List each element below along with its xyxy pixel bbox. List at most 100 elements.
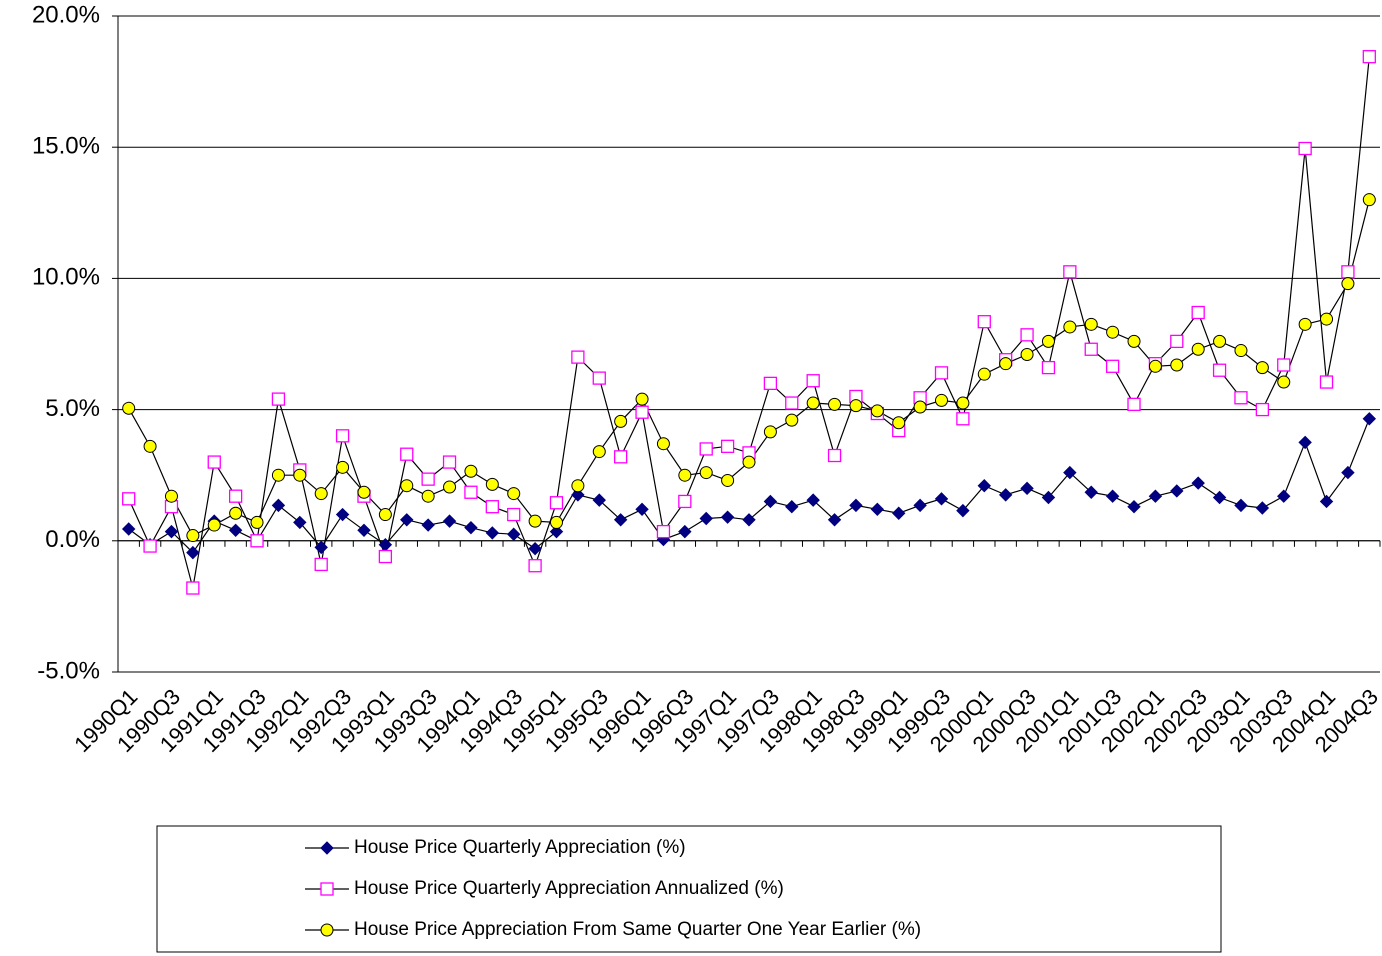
marker [571,479,585,493]
marker [1298,435,1312,450]
marker [614,450,628,464]
marker [1041,360,1056,375]
marker [507,487,521,501]
marker [1255,501,1270,515]
marker [121,522,136,536]
marker [207,518,221,532]
marker [913,498,927,513]
marker [592,371,606,385]
marker [400,513,414,527]
marker [549,515,563,529]
marker [934,366,949,380]
marker [1127,397,1141,412]
marker [721,473,735,487]
marker [1341,465,1355,480]
marker [1319,494,1334,509]
marker [1063,465,1077,480]
marker [763,376,778,391]
marker [271,498,286,513]
y-tick-label: 15.0% [32,133,100,160]
y-tick-label: 5.0% [45,395,100,422]
marker [314,557,328,572]
marker [250,515,264,529]
marker [571,350,585,364]
marker [1298,317,1312,331]
marker [1063,320,1077,334]
marker [507,527,521,541]
marker [528,514,542,528]
marker [1234,391,1248,405]
marker [1212,363,1227,377]
marker [763,425,777,439]
marker [763,494,778,509]
marker [1063,265,1077,279]
marker [1319,375,1334,389]
series-line [128,199,1370,537]
marker [1234,498,1248,513]
marker [1320,312,1334,326]
marker [1084,342,1098,356]
marker [870,404,884,418]
marker [1212,490,1227,505]
marker [956,412,970,426]
marker [528,559,542,573]
marker [977,478,991,493]
marker [1298,141,1312,156]
marker [806,396,820,410]
marker [571,488,585,502]
marker [293,515,307,530]
marker [1191,342,1205,356]
marker [1277,489,1291,503]
series-line [128,56,1370,589]
marker [164,489,178,503]
marker [528,541,542,556]
marker [1127,334,1141,348]
marker [143,439,157,453]
marker [699,442,713,456]
marker [699,466,713,480]
marker [464,485,478,499]
marker [549,524,564,539]
legend-marker [320,882,334,896]
marker [956,503,970,518]
marker [1084,317,1098,331]
marker [335,507,350,522]
marker [1191,305,1205,320]
marker [464,520,478,535]
marker [806,493,820,507]
y-tick-label: 0.0% [45,526,100,553]
marker [1255,402,1270,417]
marker [678,468,692,482]
marker [1106,325,1120,339]
y-tick-label: -5.0% [37,657,100,684]
marker [1213,334,1227,348]
marker [956,396,970,410]
marker [635,405,649,419]
marker [1148,359,1162,373]
marker [656,524,671,539]
marker [1255,361,1269,375]
marker [742,513,756,527]
marker [228,489,243,503]
marker [357,485,371,499]
marker [1341,265,1355,279]
marker [164,524,179,539]
marker [1341,277,1355,291]
marker [1127,499,1141,514]
marker [122,401,136,415]
marker [549,496,564,510]
marker [378,508,392,522]
marker [250,534,264,548]
marker [442,455,457,469]
marker [357,523,371,538]
marker [336,460,350,474]
marker [1084,485,1098,499]
legend-marker [320,841,334,855]
marker [271,468,285,482]
marker [400,447,414,461]
marker [464,464,478,478]
marker [186,545,200,560]
marker [892,416,906,430]
marker [314,487,328,501]
